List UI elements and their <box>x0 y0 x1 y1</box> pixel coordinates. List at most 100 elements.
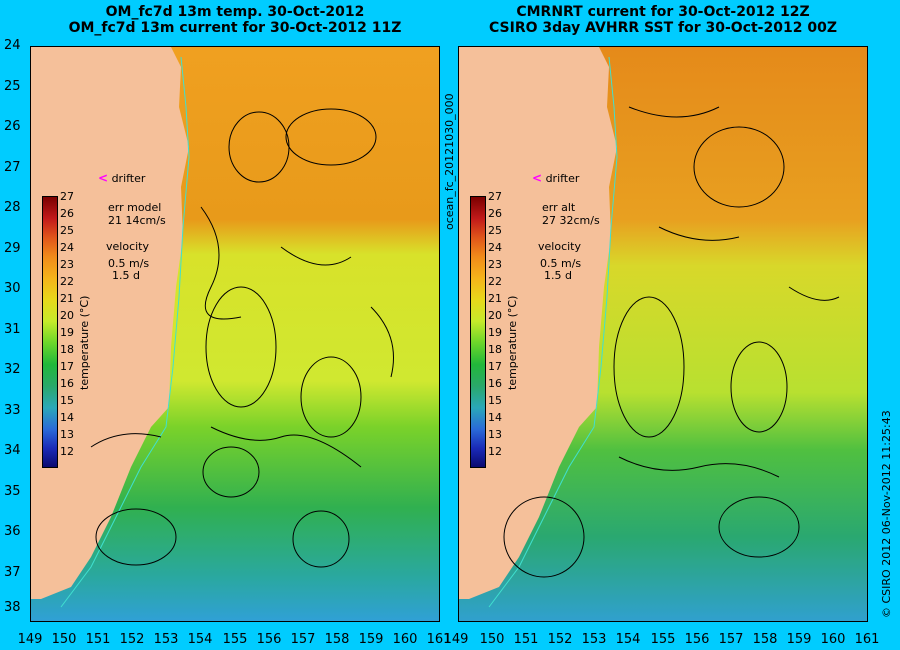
cb-tick: 13 <box>60 428 74 441</box>
right-title-line1: CMRNRT current for 30-Oct-2012 12Z <box>516 4 810 20</box>
right-map <box>459 47 867 621</box>
left-err-value: 21 14cm/s <box>108 214 166 227</box>
x-tick: 160 <box>392 632 418 647</box>
y-tick: 33 <box>4 403 21 418</box>
cb-tick: 19 <box>60 326 74 339</box>
cb-tick: 15 <box>488 394 502 407</box>
middle-side-label: ocean_fc_20121030_000 <box>443 93 456 230</box>
right-velocity-days: 1.5 d <box>544 269 572 282</box>
cb-tick: 16 <box>60 377 74 390</box>
x-tick: 161 <box>426 632 452 647</box>
drifter-label: drifter <box>111 172 146 185</box>
australia-land <box>459 47 617 599</box>
x-tick: 154 <box>187 632 213 647</box>
cb-tick: 22 <box>488 275 502 288</box>
left-velocity-days: 1.5 d <box>112 269 140 282</box>
left-title-line1: OM_fc7d 13m temp. 30-Oct-2012 <box>105 4 365 20</box>
left-map-panel <box>30 46 440 622</box>
cb-tick: 27 <box>60 190 74 203</box>
y-tick: 30 <box>4 281 21 296</box>
x-tick: 157 <box>718 632 744 647</box>
cb-tick: 23 <box>60 258 74 271</box>
y-tick: 32 <box>4 362 21 377</box>
cb-tick: 23 <box>488 258 502 271</box>
y-tick: 36 <box>4 524 21 539</box>
y-tick: 27 <box>4 160 21 175</box>
right-colorbar-title: temperature (°C) <box>506 295 519 390</box>
cb-tick: 20 <box>60 309 74 322</box>
right-current-vectors <box>503 106 840 578</box>
right-err-label: err alt <box>542 201 576 214</box>
x-tick: 152 <box>547 632 573 647</box>
x-tick: 154 <box>615 632 641 647</box>
y-tick: 37 <box>4 565 21 580</box>
cb-tick: 26 <box>488 207 502 220</box>
left-err-label: err model <box>108 201 162 214</box>
x-tick: 159 <box>786 632 812 647</box>
cb-tick: 18 <box>488 343 502 356</box>
left-map <box>31 47 439 621</box>
cb-tick: 12 <box>60 445 74 458</box>
cb-tick: 24 <box>60 241 74 254</box>
cb-tick: 15 <box>60 394 74 407</box>
cb-tick: 25 <box>488 224 502 237</box>
left-title: OM_fc7d 13m temp. 30-Oct-2012 OM_fc7d 13… <box>30 4 440 36</box>
cb-tick: 17 <box>60 360 74 373</box>
right-velocity-label: velocity <box>538 240 581 253</box>
cb-tick: 16 <box>488 377 502 390</box>
left-drifter-legend: < drifter <box>98 172 145 185</box>
cb-tick: 12 <box>488 445 502 458</box>
y-tick: 26 <box>4 119 21 134</box>
x-tick: 150 <box>479 632 505 647</box>
left-velocity-label: velocity <box>106 240 149 253</box>
cb-tick: 14 <box>488 411 502 424</box>
left-colorbar-title: temperature (°C) <box>78 295 91 390</box>
cb-tick: 25 <box>60 224 74 237</box>
x-tick: 155 <box>650 632 676 647</box>
x-tick: 159 <box>358 632 384 647</box>
right-colorbar <box>470 196 486 468</box>
right-velocity-scale: 0.5 m/s <box>540 257 582 270</box>
drifter-marker-icon: < <box>98 171 109 185</box>
y-tick: 25 <box>4 79 21 94</box>
right-title-line2: CSIRO 3day AVHRR SST for 30-Oct-2012 00Z <box>489 20 837 36</box>
y-tick: 29 <box>4 241 21 256</box>
x-tick: 152 <box>119 632 145 647</box>
cb-tick: 17 <box>488 360 502 373</box>
left-current-vectors <box>90 108 394 568</box>
x-tick: 151 <box>85 632 111 647</box>
y-tick: 24 <box>4 38 21 53</box>
cb-tick: 21 <box>60 292 74 305</box>
cb-tick: 19 <box>488 326 502 339</box>
y-tick: 35 <box>4 484 21 499</box>
cb-tick: 27 <box>488 190 502 203</box>
drifter-label: drifter <box>545 172 580 185</box>
y-tick: 34 <box>4 443 21 458</box>
y-tick: 31 <box>4 322 21 337</box>
x-tick: 158 <box>324 632 350 647</box>
x-tick: 160 <box>820 632 846 647</box>
cb-tick: 20 <box>488 309 502 322</box>
left-velocity-scale: 0.5 m/s <box>108 257 150 270</box>
y-tick: 38 <box>4 600 21 615</box>
x-tick: 156 <box>684 632 710 647</box>
cb-tick: 21 <box>488 292 502 305</box>
x-tick: 149 <box>17 632 43 647</box>
x-tick: 157 <box>290 632 316 647</box>
cb-tick: 24 <box>488 241 502 254</box>
right-err-value: 27 32cm/s <box>542 214 600 227</box>
drifter-marker-icon: < <box>532 171 543 185</box>
x-tick: 153 <box>153 632 179 647</box>
right-title: CMRNRT current for 30-Oct-2012 12Z CSIRO… <box>458 4 868 36</box>
right-side-label: © CSIRO 2012 06-Nov-2012 11:25:43 <box>880 410 893 618</box>
right-drifter-legend: < drifter <box>532 172 579 185</box>
left-colorbar <box>42 196 58 468</box>
cb-tick: 26 <box>60 207 74 220</box>
x-tick: 156 <box>256 632 282 647</box>
x-tick: 149 <box>443 632 469 647</box>
cb-tick: 14 <box>60 411 74 424</box>
shelf-contour <box>488 56 618 608</box>
right-map-panel <box>458 46 868 622</box>
cb-tick: 22 <box>60 275 74 288</box>
y-tick: 28 <box>4 200 21 215</box>
